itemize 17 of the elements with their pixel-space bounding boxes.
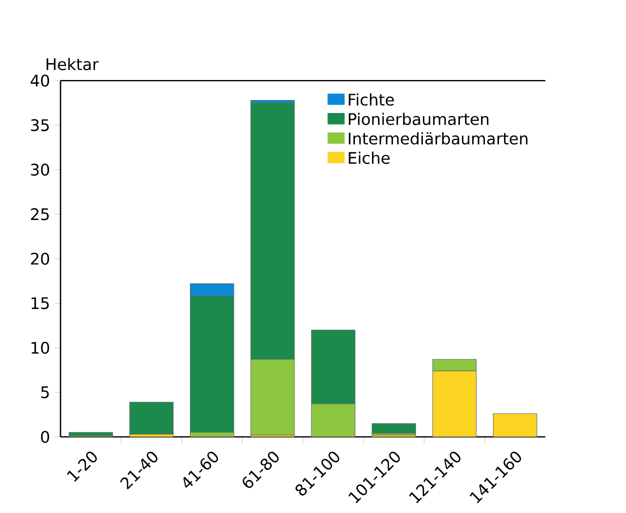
y-axis-title: Hektar <box>46 58 99 70</box>
legend-label: Intermediärbaumarten <box>348 132 528 145</box>
legend-label: Pionierbaumarten <box>348 113 488 126</box>
y-tick-label: 10 <box>32 342 50 354</box>
y-tick-label: 40 <box>30 74 50 87</box>
y-tick-label: 30 <box>31 164 50 176</box>
y-tick-label: 0 <box>41 431 50 444</box>
legend-label: Fichte <box>348 94 394 106</box>
y-tick-label: 20 <box>31 252 50 266</box>
legend-label: Eiche <box>348 152 390 164</box>
bar <box>492 414 538 438</box>
y-tick-label: 5 <box>41 386 49 398</box>
bar <box>129 402 174 435</box>
y-tick-label: 35 <box>31 119 49 132</box>
y-tick-label: 25 <box>31 208 49 220</box>
bar <box>372 423 416 434</box>
y-tick-label: 15 <box>32 298 49 310</box>
